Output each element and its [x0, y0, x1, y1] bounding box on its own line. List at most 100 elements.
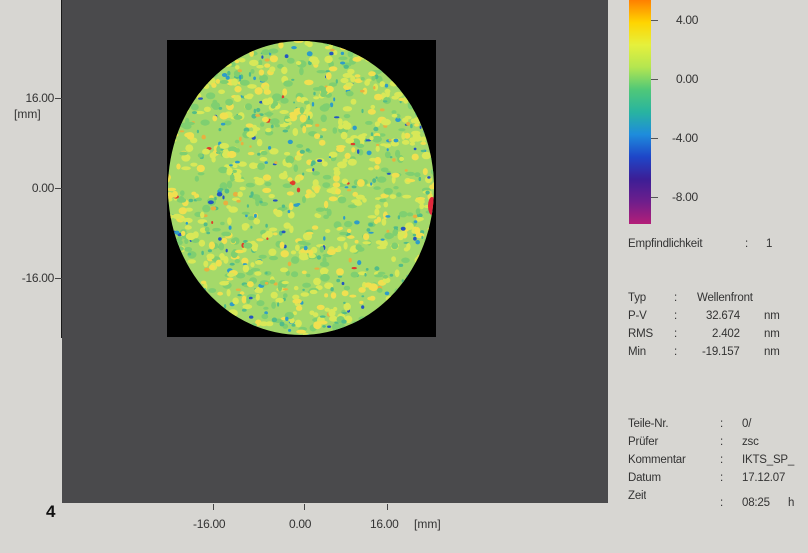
speckle-dot [192, 111, 197, 115]
speckle-dot [181, 68, 187, 72]
stat-unit: nm [764, 310, 780, 322]
speckle-dot [326, 188, 336, 194]
speckle-dot [254, 87, 263, 95]
speckle-dot [300, 256, 309, 260]
speckle-dot [214, 47, 220, 52]
speckle-dot [256, 64, 264, 69]
speckle-dot [296, 187, 301, 193]
speckle-dot [380, 238, 385, 241]
speckle-dot [360, 89, 365, 93]
speckle-dot [330, 102, 334, 108]
speckle-dot [386, 300, 395, 306]
speckle-dot [258, 59, 263, 66]
speckle-dot [407, 101, 415, 110]
speckle-dot [239, 79, 242, 82]
speckle-dot [340, 77, 349, 84]
speckle-dot [173, 310, 179, 314]
speckle-dot [412, 214, 418, 219]
speckle-dot [208, 303, 218, 311]
speckle-dot [269, 118, 280, 125]
speckle-dot [368, 167, 374, 171]
speckle-dot [223, 256, 229, 264]
speckle-dot [366, 150, 372, 156]
speckle-dot [374, 121, 380, 127]
speckle-dot [329, 315, 338, 322]
speckle-dot [226, 169, 233, 176]
speckle-dot [217, 67, 222, 72]
speckle-dot [414, 123, 420, 127]
speckle-dot [326, 249, 336, 256]
speckle-dot [398, 263, 404, 267]
speckle-dot [291, 46, 297, 50]
speckle-dot [233, 95, 242, 102]
speckle-dot [222, 320, 226, 325]
speckle-dot [281, 66, 288, 75]
speckle-dot [373, 86, 376, 90]
speckle-dot [421, 151, 432, 160]
speckle-dot [178, 86, 183, 90]
speckle-dot [422, 79, 429, 85]
speckle-dot [397, 298, 403, 304]
speckle-dot [242, 263, 247, 266]
speckle-dot [235, 148, 240, 153]
wavefront-map-svg [168, 41, 434, 335]
speckle-dot [415, 240, 420, 245]
speckle-dot [268, 248, 277, 256]
speckle-dot [249, 44, 255, 50]
x-tick-mark [304, 504, 305, 510]
speckle-dot [291, 78, 295, 81]
speckle-dot [218, 166, 229, 174]
speckle-dot [363, 233, 370, 241]
speckle-dot [342, 158, 348, 163]
speckle-dot [335, 79, 338, 84]
speckle-dot [257, 328, 266, 335]
speckle-dot [337, 161, 347, 169]
speckle-dot [343, 114, 351, 119]
speckle-dot [269, 66, 276, 73]
speckle-dot [412, 233, 417, 237]
speckle-dot [426, 120, 433, 127]
speckle-dot [411, 276, 416, 282]
speckle-dot [181, 61, 188, 69]
speckle-dot [170, 74, 176, 80]
speckle-dot [269, 41, 277, 43]
speckle-dot [334, 188, 341, 195]
speckle-dot [212, 227, 221, 232]
speckle-dot [393, 138, 399, 143]
speckle-dot [374, 93, 383, 101]
speckle-dot [205, 294, 209, 298]
speckle-dot [171, 308, 177, 313]
speckle-dot [374, 156, 382, 165]
speckle-dot [285, 270, 290, 276]
speckle-dot [271, 41, 275, 45]
speckle-dot [242, 304, 253, 310]
speckle-dot [424, 87, 427, 91]
speckle-dot [333, 169, 341, 177]
speckle-dot [265, 223, 268, 228]
speckle-dot [218, 332, 223, 335]
speckle-dot [319, 261, 330, 267]
stat-unit: nm [764, 346, 780, 358]
speckle-dot [315, 214, 322, 219]
speckle-dot [407, 51, 412, 54]
speckle-dot [328, 308, 336, 317]
speckle-dot [179, 57, 185, 63]
speckle-dot [175, 307, 183, 315]
speckle-dot [219, 142, 229, 149]
speckle-dot [347, 50, 354, 58]
speckle-dot [357, 179, 365, 187]
speckle-dot [413, 147, 417, 151]
speckle-dot [287, 139, 293, 145]
speckle-dot [413, 236, 417, 241]
speckle-dot [414, 172, 421, 178]
stat-value: 32.674 [706, 310, 740, 322]
speckle-dot [430, 329, 434, 335]
speckle-dot [241, 257, 249, 265]
speckle-dot [245, 123, 254, 128]
speckle-dot [410, 288, 416, 292]
speckle-dot [219, 253, 225, 261]
stat-key: Min [628, 346, 646, 358]
speckle-dot [415, 66, 424, 72]
speckle-dot [418, 60, 424, 65]
speckle-dot [226, 49, 231, 57]
